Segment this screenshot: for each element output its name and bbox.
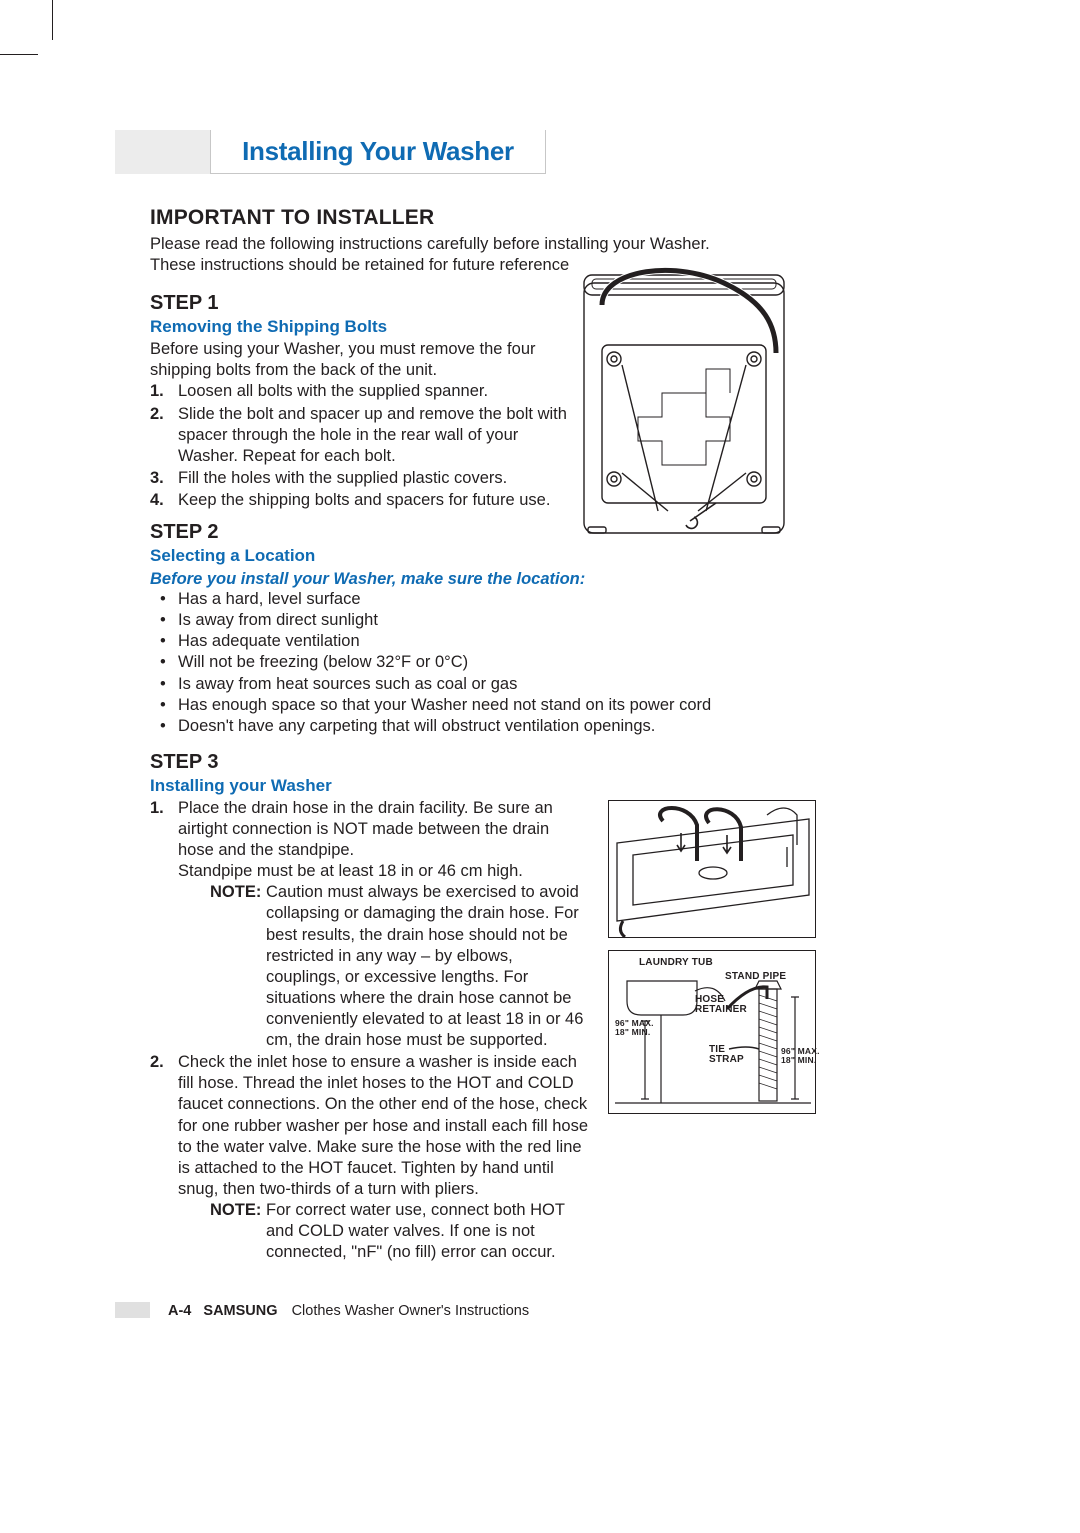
list-item: Doesn't have any carpeting that will obs… (178, 716, 950, 737)
step2-list: Has a hard, level surface Is away from d… (150, 589, 950, 737)
list-item: Has enough space so that your Washer nee… (178, 695, 950, 716)
important-line-2: These instructions should be retained fo… (150, 256, 569, 274)
list-item: Will not be freezing (below 32°F or 0°C) (178, 652, 950, 673)
content: IMPORTANT TO INSTALLER Please read the f… (150, 206, 950, 1264)
label-stand-pipe: STAND PIPE (725, 971, 786, 982)
step1-intro: Before using your Washer, you must remov… (150, 339, 580, 381)
label-dim-left: 96" MAX. 18" MIN. (615, 1019, 655, 1036)
important-heading: IMPORTANT TO INSTALLER (150, 206, 950, 230)
list-item: 2.Slide the bolt and spacer up and remov… (178, 404, 580, 467)
list-item: 1. Place the drain hose in the drain fac… (178, 798, 588, 1051)
step1-list: 1.Loosen all bolts with the supplied spa… (150, 381, 580, 511)
footer-brand: SAMSUNG (203, 1303, 277, 1319)
step3-sub: Installing your Washer (150, 776, 950, 796)
step1-sub: Removing the Shipping Bolts (150, 317, 950, 337)
label-tie-strap: TIE STRAP (709, 1045, 749, 1065)
list-item: Has adequate ventilation (178, 631, 950, 652)
list-item: 1.Loosen all bolts with the supplied spa… (178, 381, 580, 402)
label-laundry-tub: LAUNDRY TUB (639, 957, 713, 968)
crop-mark (52, 0, 53, 40)
label-dim-right: 96" MAX. 18" MIN. (781, 1047, 821, 1064)
page-title: Installing Your Washer (242, 136, 514, 167)
list-item: Is away from direct sunlight (178, 610, 950, 631)
footer-text: A-4 SAMSUNG Clothes Washer Owner's Instr… (168, 1303, 529, 1319)
list-item: 2. Check the inlet hose to ensure a wash… (178, 1052, 588, 1263)
list-item: Has a hard, level surface (178, 589, 950, 610)
crop-mark (0, 54, 38, 55)
title-grey-accent (115, 130, 210, 174)
step3-list: 1. Place the drain hose in the drain fac… (150, 798, 588, 1263)
list-item: 3.Fill the holes with the supplied plast… (178, 468, 580, 489)
note: NOTE: Caution must always be exercised t… (210, 882, 588, 1051)
page-title-tab: Installing Your Washer (210, 130, 546, 174)
sink-figure (608, 800, 816, 938)
step1-heading: STEP 1 (150, 292, 950, 315)
washer-back-figure (578, 265, 798, 540)
footer-doc-title: Clothes Washer Owner's Instructions (292, 1303, 530, 1319)
footer-grey-accent (115, 1302, 150, 1318)
important-line-1: Please read the following instructions c… (150, 235, 710, 253)
step2-sub: Selecting a Location (150, 546, 950, 566)
page: Installing Your Washer IMPORTANT TO INST… (0, 0, 1080, 1533)
list-item: 4.Keep the shipping bolts and spacers fo… (178, 490, 580, 511)
page-number: A-4 (168, 1303, 191, 1319)
step2-heading: STEP 2 (150, 521, 950, 544)
list-item: Is away from heat sources such as coal o… (178, 674, 950, 695)
plumbing-figure: LAUNDRY TUB STAND PIPE HOSE RETAINER TIE… (608, 950, 816, 1114)
important-intro: Please read the following instructions c… (150, 234, 950, 276)
step2-lead: Before you install your Washer, make sur… (150, 570, 950, 589)
note: NOTE: For correct water use, connect bot… (210, 1200, 588, 1263)
label-hose-retainer: HOSE RETAINER (695, 995, 747, 1015)
step3-heading: STEP 3 (150, 751, 950, 774)
